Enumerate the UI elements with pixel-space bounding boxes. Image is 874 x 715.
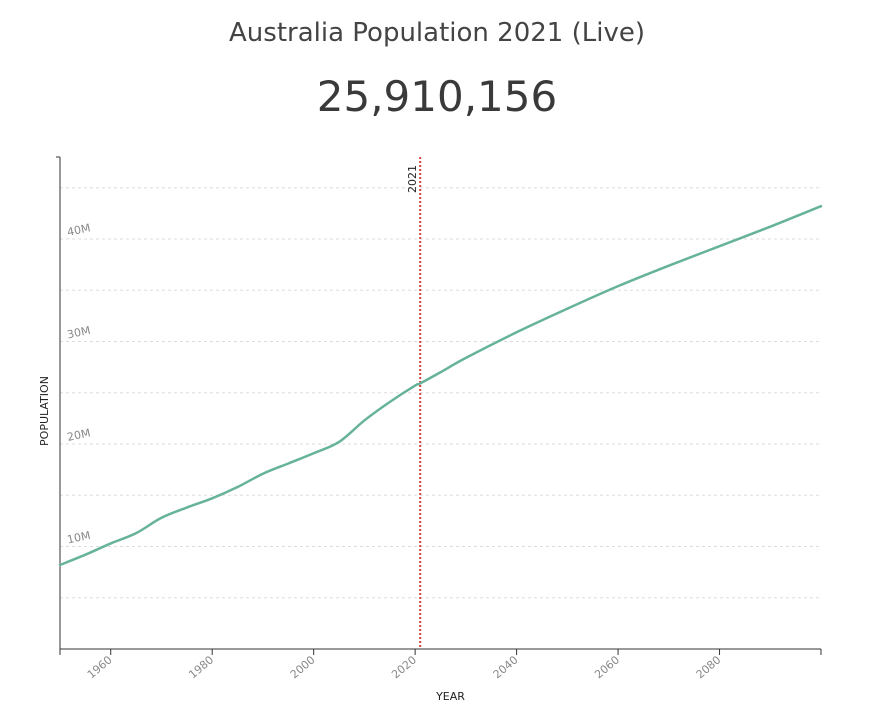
x-axis-label: YEAR (435, 690, 465, 703)
marker-label: 2021 (406, 165, 419, 193)
x-tick-label: 2020 (389, 653, 419, 681)
x-tick-label: 2000 (288, 653, 318, 681)
y-tick-label: 30M (66, 324, 92, 342)
x-tick-label: 2060 (592, 653, 622, 681)
year-marker: 2021 (406, 157, 422, 649)
axis-labels: YEAR POPULATION (38, 376, 465, 703)
y-axis-label: POPULATION (38, 376, 51, 446)
x-tick-label: 2040 (491, 653, 521, 681)
x-tick-label: 1960 (85, 653, 115, 681)
x-tick-label: 1980 (186, 653, 216, 681)
y-tick-label: 40M (66, 221, 92, 239)
y-tick-label: 20M (66, 426, 92, 444)
page-title: Australia Population 2021 (Live) (229, 18, 645, 48)
x-tick-label: 2080 (694, 653, 724, 681)
grid-lines (60, 187, 821, 599)
y-tick-label: 10M (66, 529, 92, 547)
live-population-count: 25,910,156 (316, 72, 558, 121)
population-series-line (58, 204, 823, 567)
axes: 1960 1980 2000 2020 2040 2060 2080 10M 20M 30M 40M (56, 156, 822, 681)
series-layer (58, 204, 823, 567)
